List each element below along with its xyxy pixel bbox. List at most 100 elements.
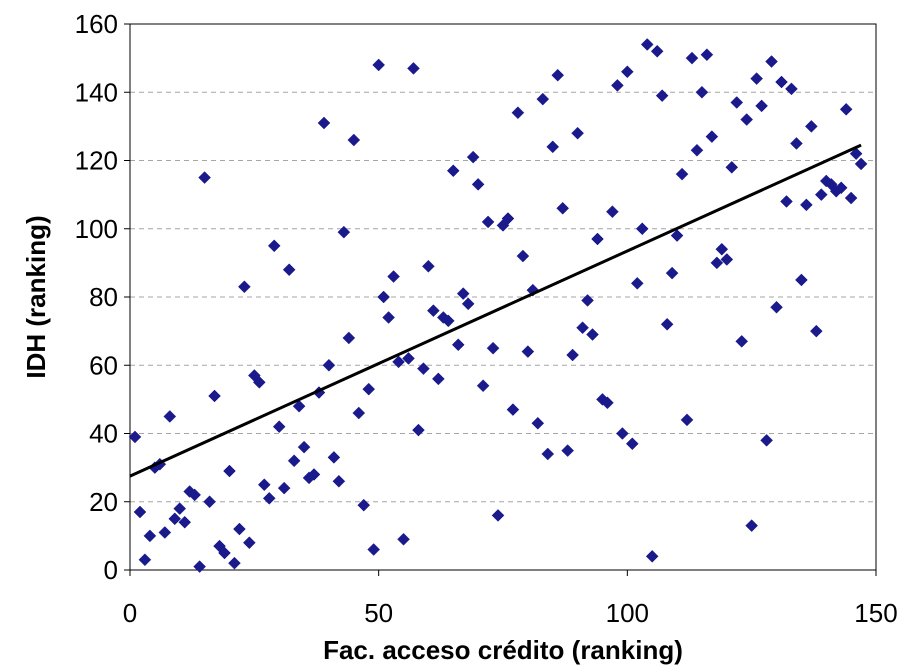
data-point [705, 130, 719, 143]
data-point [785, 82, 798, 96]
data-point [770, 300, 783, 314]
data-point [277, 481, 291, 495]
data-point [566, 348, 579, 362]
data-point [292, 399, 306, 413]
data-point [690, 143, 704, 157]
data-point [307, 468, 321, 481]
data-point [267, 239, 281, 253]
data-point [645, 549, 659, 563]
data-point [243, 536, 256, 550]
data-point [650, 44, 664, 58]
data-point [193, 560, 206, 573]
data-point [357, 498, 371, 512]
data-point [466, 150, 480, 164]
data-point [551, 68, 565, 82]
data-point [541, 447, 555, 461]
data-point [740, 113, 754, 126]
data-point [839, 102, 853, 116]
data-point [795, 273, 808, 287]
data-point [252, 375, 266, 389]
y-tick-label: 160 [75, 9, 118, 39]
data-point [382, 311, 395, 324]
data-point [163, 410, 177, 423]
data-point [461, 297, 475, 311]
data-point [715, 242, 729, 256]
x-tick-label: 100 [606, 598, 649, 628]
data-point [844, 191, 858, 205]
data-point [238, 280, 251, 294]
data-point [367, 543, 381, 556]
data-point [392, 355, 405, 369]
data-point [362, 382, 376, 396]
data-point [133, 505, 147, 519]
data-point [158, 526, 172, 539]
data-point [143, 529, 157, 543]
data-point [695, 85, 709, 99]
data-point [625, 437, 639, 451]
data-point [332, 474, 346, 488]
data-point [173, 502, 187, 515]
data-point [546, 140, 560, 154]
data-point [337, 225, 351, 239]
data-point [685, 51, 699, 65]
data-point [262, 491, 276, 505]
data-point [710, 256, 724, 270]
data-point [804, 120, 818, 133]
data-point [446, 164, 460, 178]
data-point [188, 488, 202, 502]
data-point [218, 546, 231, 560]
data-point [412, 423, 425, 437]
data-point [511, 106, 525, 120]
y-tick-label: 120 [75, 146, 118, 176]
data-point [128, 430, 142, 444]
data-point [790, 137, 803, 150]
y-tick-label: 0 [104, 555, 118, 585]
data-point [456, 287, 470, 300]
data-point [606, 205, 619, 219]
data-point [576, 321, 589, 335]
data-points [128, 38, 868, 573]
data-point [347, 133, 361, 147]
data-point [317, 116, 331, 130]
trendline [129, 143, 862, 478]
data-point [854, 157, 868, 171]
data-point [675, 167, 689, 181]
data-point [665, 266, 679, 280]
data-point [521, 345, 535, 358]
data-point [481, 215, 495, 229]
data-point [616, 427, 629, 440]
data-point [630, 276, 644, 290]
trendline-group [129, 143, 862, 478]
data-point [402, 352, 415, 365]
data-point [208, 389, 221, 403]
data-point [431, 372, 445, 386]
data-point [536, 92, 550, 106]
data-point [228, 556, 241, 570]
data-point [342, 331, 356, 345]
data-point [476, 379, 490, 393]
data-point [387, 270, 400, 283]
y-tick-label: 20 [89, 487, 118, 517]
data-point [755, 99, 768, 113]
y-tick-label: 80 [89, 282, 118, 312]
data-point [372, 58, 386, 72]
data-point [611, 79, 624, 92]
x-tick-label: 50 [364, 598, 393, 628]
data-point [730, 96, 744, 109]
data-point [407, 62, 420, 75]
data-point [516, 249, 530, 263]
data-point [397, 532, 410, 546]
data-point [775, 75, 788, 89]
data-point [352, 406, 366, 420]
data-point [765, 55, 778, 68]
data-point [287, 454, 301, 468]
data-point [417, 362, 430, 376]
data-point [834, 181, 848, 195]
data-point [257, 478, 271, 492]
data-point [591, 232, 604, 246]
y-tick-label: 60 [89, 350, 118, 380]
data-point [178, 515, 192, 529]
data-point [322, 358, 336, 372]
data-point [750, 72, 763, 85]
